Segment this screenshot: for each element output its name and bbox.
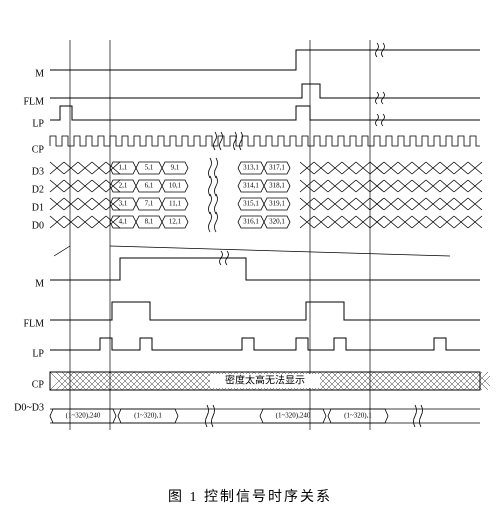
svg-text:320,1: 320,1 [269, 218, 285, 226]
svg-text:D2: D2 [32, 184, 44, 195]
svg-text:3,1: 3,1 [119, 200, 128, 208]
svg-text:7,1: 7,1 [145, 200, 154, 208]
svg-text:M: M [35, 278, 44, 289]
svg-text:2,1: 2,1 [119, 182, 128, 190]
svg-text:M: M [35, 68, 44, 79]
svg-text:LP: LP [32, 118, 44, 129]
svg-text:314,1: 314,1 [243, 182, 259, 190]
svg-text:FLM: FLM [23, 96, 44, 107]
svg-text:D1: D1 [32, 202, 44, 213]
svg-text:8,1: 8,1 [145, 218, 154, 226]
svg-text:密度太高无法显示: 密度太高无法显示 [225, 373, 305, 386]
svg-text:319,1: 319,1 [269, 200, 285, 208]
svg-text:11,1: 11,1 [169, 200, 181, 208]
timing-diagram: M FLM LP CP D3 D2 D1 D0 1,1 5,1 9,1 313,1 317,1 2,1 6,… [10, 20, 490, 480]
svg-text:CP: CP [32, 379, 45, 390]
svg-text:12,1: 12,1 [169, 218, 182, 226]
svg-text:1,1: 1,1 [119, 164, 128, 172]
svg-text:10,1: 10,1 [169, 182, 182, 190]
diagram-svg: M FLM LP CP D3 D2 D1 D0 1,1 5,1 9,1 313,1 317,1 2,1 6,… [10, 20, 490, 480]
svg-text:5,1: 5,1 [145, 164, 154, 172]
svg-text:313,1: 313,1 [243, 164, 259, 172]
svg-text:(1~320),240: (1~320),240 [276, 412, 311, 420]
svg-text:318,1: 318,1 [269, 182, 285, 190]
svg-text:6,1: 6,1 [145, 182, 154, 190]
svg-text:D0~D3: D0~D3 [14, 402, 44, 413]
svg-text:D3: D3 [32, 166, 44, 177]
svg-text:315,1: 315,1 [243, 200, 259, 208]
svg-text:FLM: FLM [23, 318, 44, 329]
svg-text:CP: CP [32, 144, 45, 155]
svg-text:4,1: 4,1 [119, 218, 128, 226]
svg-text:(1~320),240: (1~320),240 [66, 412, 101, 420]
svg-text:9,1: 9,1 [171, 164, 180, 172]
figure-caption: 图 1 控制信号时序关系 [10, 486, 490, 506]
svg-text:316,1: 316,1 [243, 218, 259, 226]
svg-text:LP: LP [32, 348, 44, 359]
svg-text:(1~320),1: (1~320),1 [344, 412, 372, 420]
svg-text:317,1: 317,1 [269, 164, 285, 172]
svg-text:(1~320),1: (1~320),1 [134, 412, 162, 420]
svg-text:D0: D0 [32, 220, 44, 231]
